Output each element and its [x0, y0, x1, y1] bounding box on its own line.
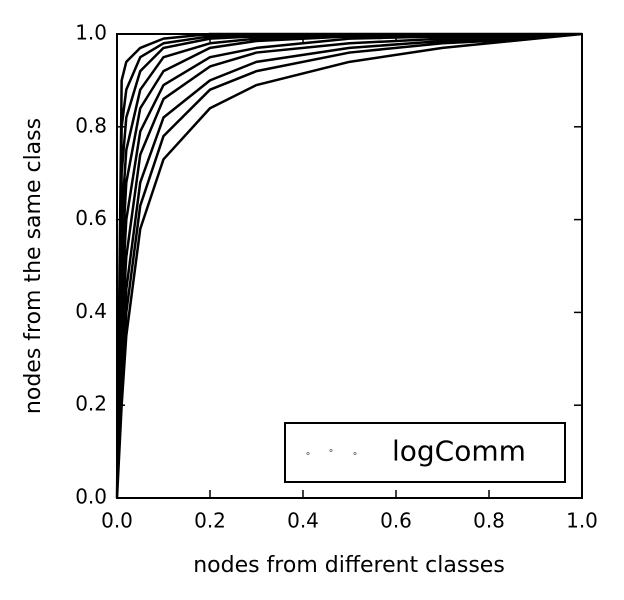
plot-frame	[116, 33, 583, 499]
legend-marker	[306, 452, 310, 455]
legend-marker	[353, 452, 357, 455]
y-axis-label: nodes from the same class	[21, 118, 46, 414]
y-tick-label: 0.4	[75, 299, 107, 323]
y-tick-label: 0.6	[75, 206, 107, 230]
y-tick-label: 0.0	[75, 485, 107, 509]
legend-marker	[329, 449, 333, 452]
y-tick-label: 0.8	[75, 113, 107, 137]
x-tick-label: 0.0	[101, 509, 133, 533]
x-tick-label: 0.2	[194, 509, 226, 533]
x-tick-label: 0.8	[473, 509, 505, 533]
legend-box	[284, 422, 566, 483]
y-tick-label: 0.2	[75, 392, 107, 416]
legend-label: logComm	[392, 435, 526, 468]
x-tick-label: 0.4	[287, 509, 319, 533]
x-axis-label: nodes from different classes	[193, 553, 505, 578]
y-tick-label: 1.0	[75, 21, 107, 45]
x-tick-label: 0.6	[380, 509, 412, 533]
x-tick-label: 1.0	[566, 509, 598, 533]
